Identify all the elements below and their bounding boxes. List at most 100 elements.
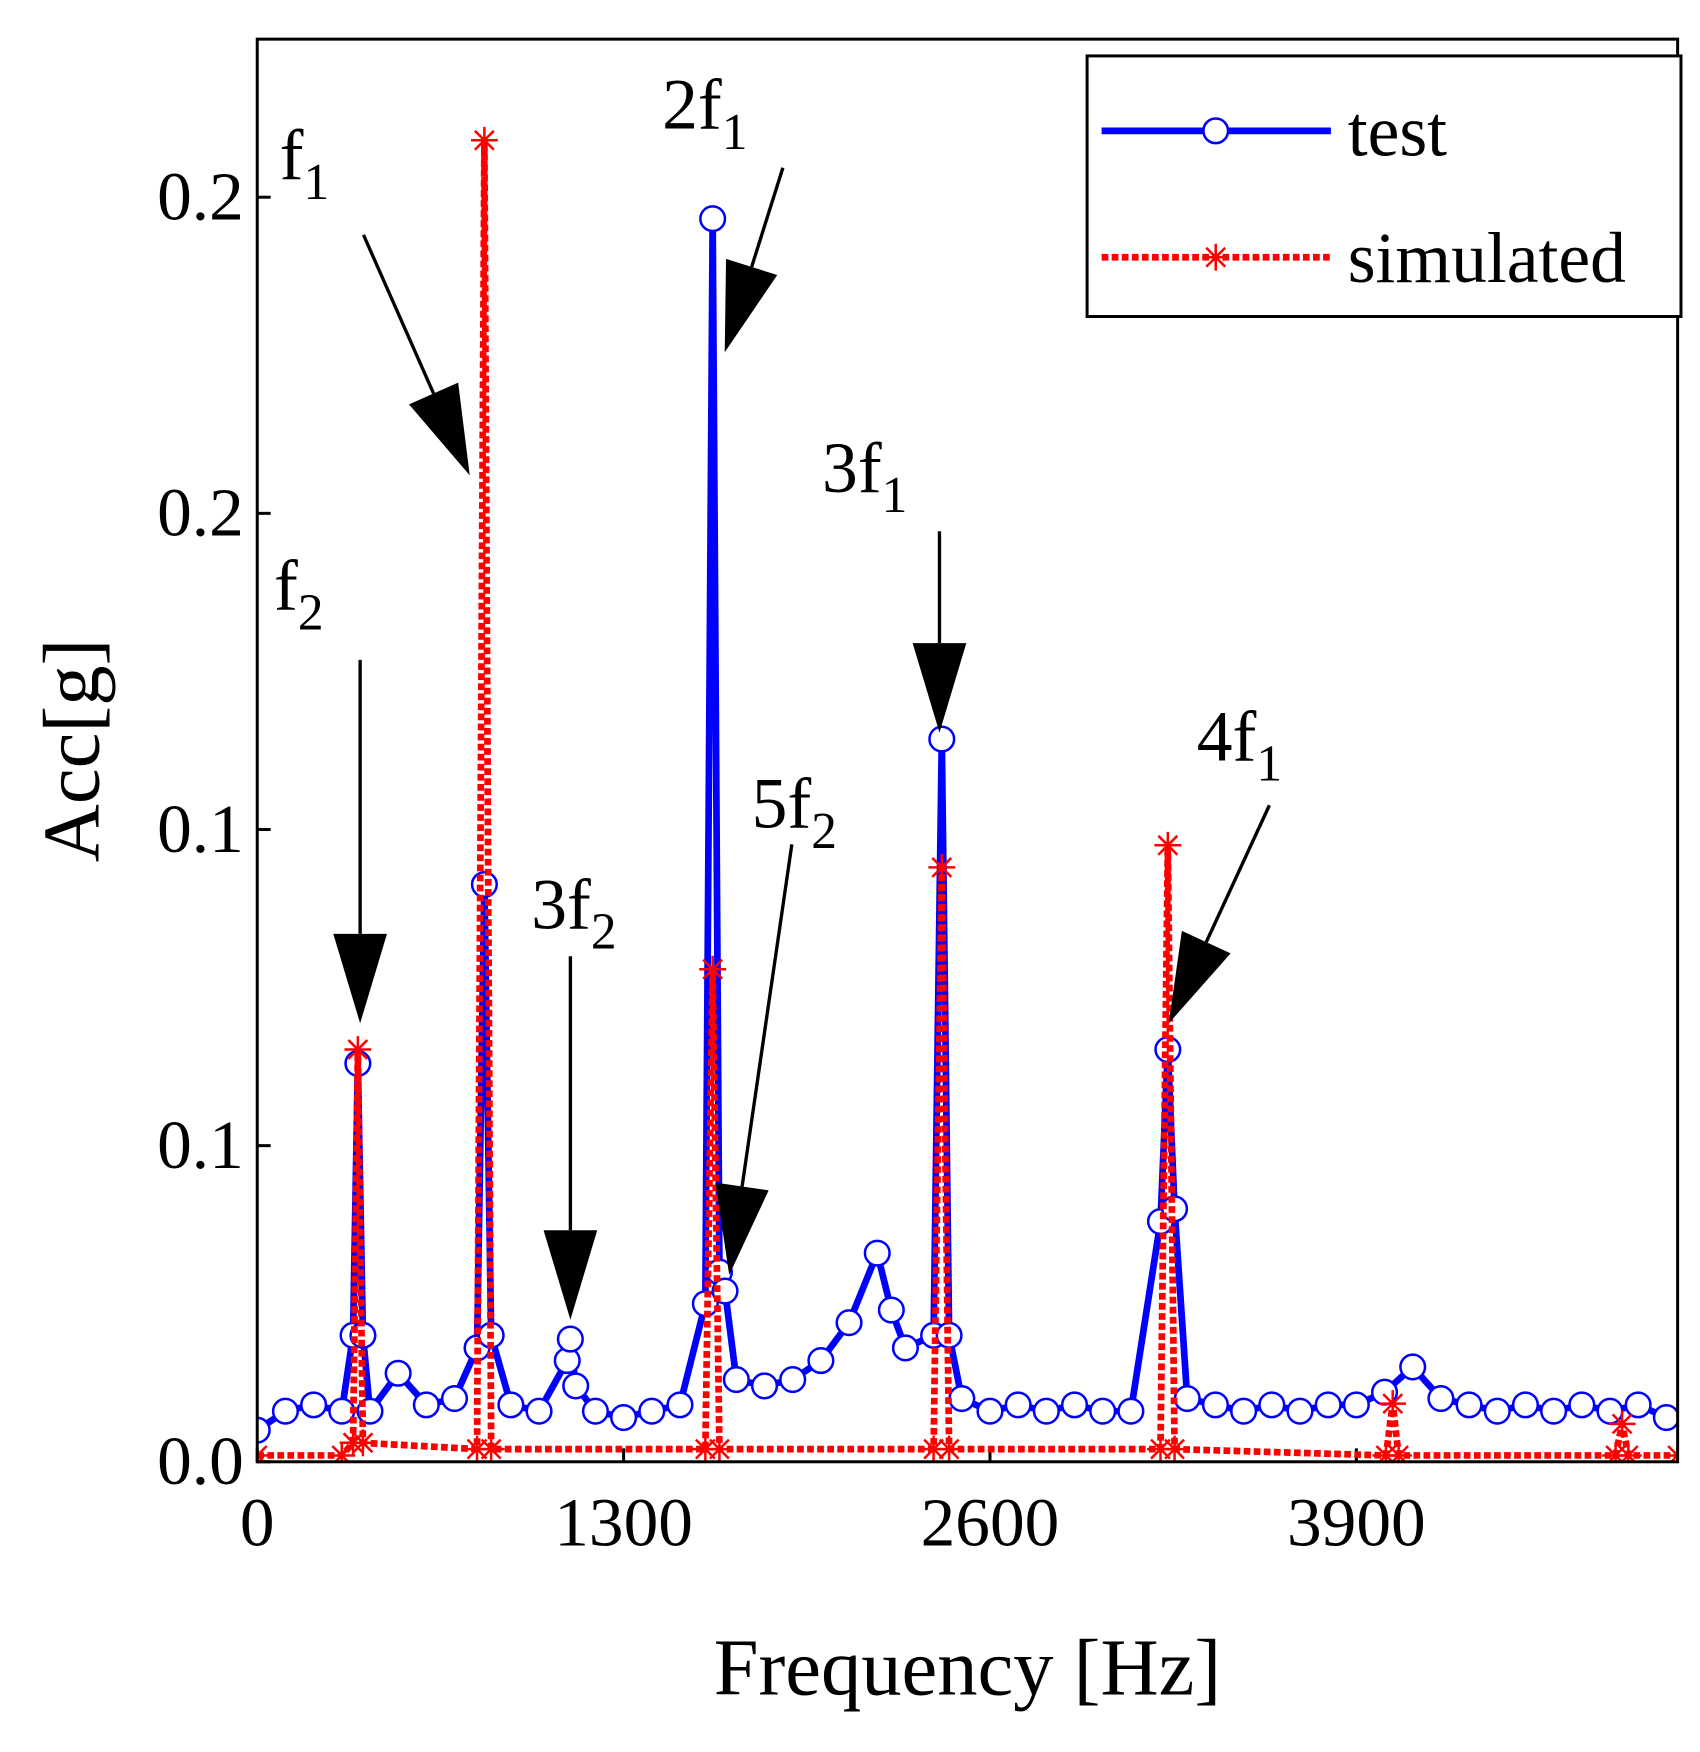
marker — [328, 1442, 356, 1462]
annotation-sub: 1 — [1256, 736, 1282, 793]
annotation-text: f — [280, 116, 304, 195]
annotation-sub: 2 — [298, 585, 324, 642]
arrow-shaft — [750, 167, 785, 268]
marker — [750, 1372, 779, 1400]
arrow-shaft — [740, 844, 794, 1187]
marker — [1614, 1442, 1642, 1462]
annotation-sub: 1 — [303, 154, 329, 211]
marker — [1427, 1384, 1455, 1413]
marker — [1379, 1390, 1407, 1418]
marker — [1608, 1410, 1636, 1438]
annotation-sub: 1 — [882, 467, 908, 524]
y-tick-label: 0.1 — [157, 1106, 244, 1183]
x-axis-label: Frequency [Hz] — [714, 1623, 1221, 1712]
marker — [412, 1391, 440, 1419]
marker — [1624, 1391, 1652, 1419]
marker — [344, 1036, 372, 1063]
marker — [699, 955, 727, 983]
annotation-text: f — [274, 547, 298, 626]
marker — [1342, 1391, 1370, 1419]
annotation: 4f1 — [1197, 698, 1282, 793]
arrow-head — [543, 1230, 598, 1320]
series-line — [257, 136, 1678, 1459]
x-tick-label: 1300 — [554, 1484, 693, 1561]
marker — [877, 1296, 905, 1324]
arrow-head — [912, 643, 967, 733]
legend-box — [1085, 54, 1683, 319]
marker — [706, 1435, 733, 1462]
annotation-text: 3f — [531, 865, 591, 944]
legend-label: simulated — [1348, 219, 1626, 298]
annotation: 3f1 — [822, 429, 907, 524]
x-tick-label: 3900 — [1287, 1484, 1426, 1561]
annotation-text: 3f — [822, 429, 882, 508]
marker — [300, 1391, 328, 1419]
marker — [935, 1321, 963, 1349]
marker — [1483, 1397, 1511, 1425]
marker — [1060, 1391, 1089, 1419]
marker — [1540, 1397, 1568, 1425]
marker — [1511, 1391, 1539, 1419]
marker — [562, 1372, 590, 1400]
y-tick-label: 0.2 — [157, 158, 244, 235]
marker — [470, 870, 498, 899]
marker — [1399, 1353, 1427, 1381]
arrow-head — [715, 1182, 769, 1275]
x-tick-label: 0 — [240, 1484, 275, 1561]
marker — [920, 1435, 948, 1462]
y-tick-label: 0.2 — [157, 474, 244, 551]
arrow-head — [724, 258, 778, 353]
marker — [1230, 1397, 1258, 1425]
marker — [1568, 1391, 1596, 1419]
marker — [1004, 1391, 1032, 1419]
annotation: 5f2 — [752, 765, 837, 860]
marker — [1154, 831, 1182, 859]
annotation: f2 — [274, 547, 324, 642]
marker — [440, 1384, 469, 1413]
x-tick-label: 2600 — [921, 1484, 1060, 1561]
marker — [1286, 1397, 1314, 1425]
marker — [863, 1239, 891, 1267]
annotation: 2f1 — [662, 66, 747, 161]
annotation: f1 — [280, 116, 330, 211]
marker — [1314, 1391, 1342, 1419]
marker — [497, 1391, 525, 1419]
plot-frame — [255, 37, 1680, 1464]
annotation-text: 4f — [1197, 698, 1257, 777]
arrow-head — [409, 382, 470, 476]
marker — [384, 1359, 412, 1387]
marker — [477, 1435, 505, 1462]
marker — [928, 854, 956, 881]
y-tick-label: 0.1 — [157, 790, 244, 867]
marker — [1032, 1397, 1060, 1425]
marker — [976, 1397, 1004, 1425]
marker — [1089, 1397, 1117, 1425]
marker — [525, 1397, 553, 1425]
annotation-sub: 2 — [811, 803, 837, 860]
marker — [1161, 1435, 1188, 1462]
marker — [835, 1309, 863, 1337]
marker — [463, 1435, 491, 1462]
marker — [556, 1325, 584, 1353]
marker — [1652, 1403, 1678, 1432]
marker — [807, 1347, 835, 1375]
legend-marker — [1202, 243, 1230, 271]
annotation: 3f2 — [531, 865, 616, 960]
annotation-sub: 1 — [722, 104, 748, 161]
marker — [935, 1435, 963, 1462]
marker — [699, 205, 727, 233]
arrow-head — [1168, 930, 1231, 1024]
arrow-shaft — [1204, 804, 1271, 943]
marker — [349, 1429, 377, 1457]
legend-marker — [1202, 117, 1230, 145]
plot-area — [257, 126, 1678, 1462]
marker — [779, 1366, 807, 1394]
marker — [1385, 1442, 1413, 1462]
annotation-sub: 2 — [591, 903, 617, 960]
marker — [891, 1334, 919, 1362]
marker — [1201, 1391, 1229, 1419]
marker — [722, 1366, 750, 1394]
marker — [948, 1384, 976, 1413]
marker — [1147, 1435, 1174, 1462]
